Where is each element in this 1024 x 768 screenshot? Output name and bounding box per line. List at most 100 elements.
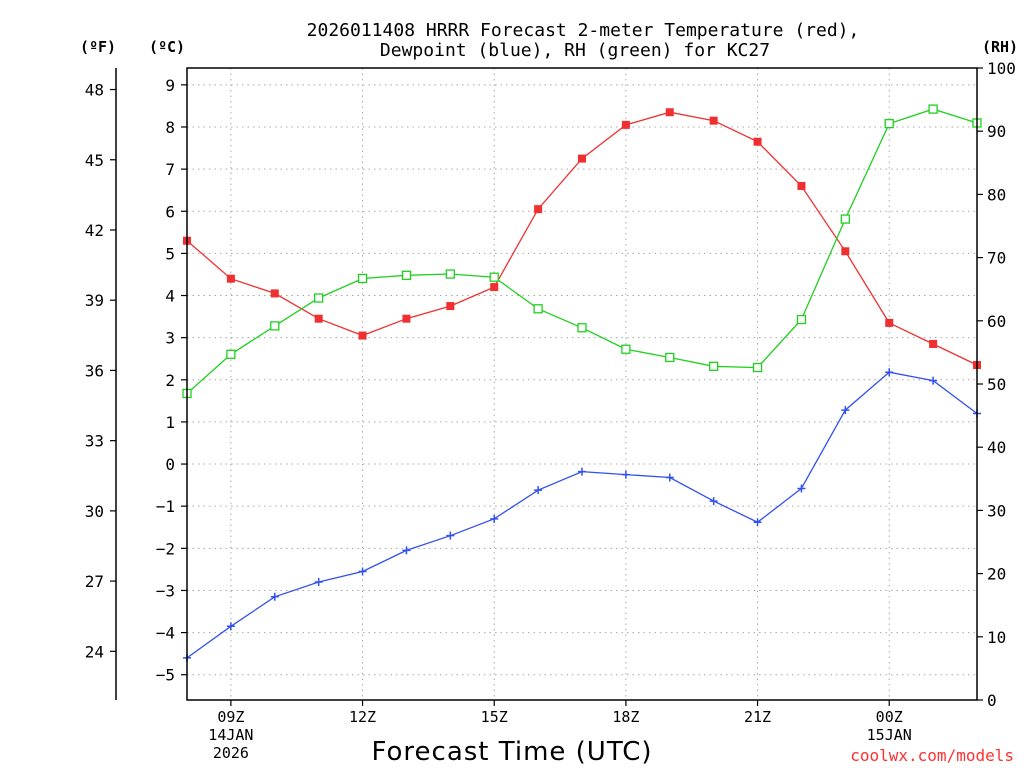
dewpoint-point	[753, 518, 762, 527]
2-meter-temperature-point	[665, 108, 674, 117]
rh-tick-label: 30	[987, 501, 1006, 520]
2-meter-temperature-point	[841, 247, 850, 256]
rh-point	[621, 344, 631, 354]
rh-point	[709, 361, 719, 371]
credit-text: coolwx.com/models	[850, 746, 1014, 765]
rh-point	[884, 118, 894, 129]
celsius-axis: −5 −4 −3 −2 −1 0 1 2 3 4 5 6 7 8 9	[156, 76, 187, 685]
rh-point	[401, 270, 412, 280]
rh-tick-label: 40	[987, 438, 1006, 457]
celsius-tick-label: −5	[156, 666, 175, 685]
rh-tick-label: 50	[987, 375, 1006, 394]
time-tick-label: 15JAN	[867, 726, 912, 744]
time-tick-label: 00Z	[876, 708, 903, 726]
dewpoint-point	[885, 368, 894, 377]
celsius-tick-label: 5	[165, 244, 175, 263]
2-meter-temperature-point	[929, 339, 938, 348]
fahrenheit-tick-label: 36	[85, 361, 104, 380]
grid-lines	[187, 68, 977, 700]
rh-point	[840, 214, 850, 224]
rh-point	[928, 104, 938, 114]
rh-point	[445, 269, 455, 279]
x-axis-label: Forecast Time (UTC)	[371, 737, 652, 767]
rh-point	[665, 352, 675, 363]
2-meter-temperature-point	[797, 181, 806, 190]
2-meter-temperature-point	[578, 154, 586, 163]
celsius-tick-label: −3	[156, 581, 175, 600]
fahrenheit-tick-label: 33	[85, 432, 104, 451]
2-meter-temperature-point	[402, 314, 411, 323]
dewpoint-point	[841, 406, 850, 415]
dewpoint-point	[797, 484, 806, 493]
dewpoint-point	[929, 376, 938, 385]
celsius-tick-label: 4	[165, 287, 175, 306]
celsius-tick-label: 8	[165, 118, 175, 137]
celsius-tick-label: 2	[165, 371, 175, 390]
fahrenheit-tick-label: 48	[85, 81, 104, 100]
data-series	[182, 104, 982, 662]
time-tick-label: 2026	[213, 744, 249, 762]
chart-title-line-1: 2026011408 HRRR Forecast 2-meter Tempera…	[307, 20, 860, 41]
celsius-unit-label: (ºC)	[149, 38, 185, 56]
time-tick-label: 12Z	[349, 708, 376, 726]
dewpoint-point	[358, 567, 367, 576]
rh-point	[226, 349, 236, 359]
rh-point	[270, 321, 280, 331]
dewpoint-point	[270, 592, 279, 601]
rh-point	[357, 273, 368, 284]
2-meter-temperature-point	[270, 289, 279, 298]
dewpoint-point	[709, 497, 718, 506]
rh-tick-label: 10	[987, 628, 1006, 647]
fahrenheit-tick-label: 42	[85, 221, 104, 240]
rh-line	[186, 108, 978, 394]
rh-point	[314, 293, 324, 303]
rh-tick-label: 60	[987, 312, 1006, 331]
chart-title-line-2: Dewpoint (blue), RH (green) for KC27	[380, 40, 770, 61]
2-meter-temperature-point	[226, 274, 235, 283]
rh-point	[796, 314, 807, 325]
rh-tick-label: 70	[987, 249, 1006, 268]
fahrenheit-tick-label: 45	[85, 151, 104, 170]
dewpoint-point	[621, 470, 630, 479]
2-meter-temperature-point	[358, 331, 367, 340]
celsius-tick-label: 3	[165, 329, 175, 348]
celsius-tick-label: 0	[165, 455, 175, 474]
celsius-tick-label: 7	[165, 160, 175, 179]
celsius-tick-label: 9	[165, 76, 175, 95]
2-meter-temperature-point	[621, 120, 630, 129]
fahrenheit-tick-label: 39	[85, 291, 104, 310]
celsius-tick-label: −4	[156, 624, 175, 643]
rh-point	[577, 323, 587, 333]
rh-axis: 0 10 20 30 40 50 60 70 80 90 100	[977, 59, 1016, 710]
rh-point	[489, 272, 499, 282]
dewpoint-point	[314, 578, 323, 587]
rh-point	[752, 362, 763, 373]
fahrenheit-unit-label: (ºF)	[80, 38, 116, 56]
dewpoint-point	[665, 473, 674, 482]
time-tick-label: 21Z	[744, 708, 771, 726]
celsius-tick-label: −1	[156, 497, 175, 516]
2-meter-temperature-point	[885, 318, 894, 327]
rh-tick-label: 100	[987, 59, 1016, 78]
dewpoint-point	[226, 622, 235, 631]
celsius-tick-label: 6	[165, 202, 175, 221]
celsius-tick-label: 1	[165, 413, 175, 432]
time-tick-label: 14JAN	[208, 726, 253, 744]
2-meter-temperature-point	[446, 302, 455, 311]
dewpoint-point	[578, 467, 586, 476]
time-tick-label: 09Z	[217, 708, 244, 726]
fahrenheit-axis: 24 27 30 33 36 39 42 45 48	[85, 81, 116, 661]
dewpoint-line	[186, 371, 978, 659]
time-tick-label: 15Z	[481, 708, 508, 726]
rh-tick-label: 20	[987, 565, 1006, 584]
time-tick-label: 18Z	[612, 708, 639, 726]
dewpoint-point	[490, 514, 499, 523]
rh-unit-label: (RH)	[982, 38, 1018, 56]
2-meter-temperature-point	[534, 205, 543, 214]
2-meter-temperature-point	[490, 283, 499, 292]
dewpoint-point	[402, 546, 411, 555]
fahrenheit-tick-label: 27	[85, 572, 104, 591]
celsius-tick-label: −2	[156, 539, 175, 558]
